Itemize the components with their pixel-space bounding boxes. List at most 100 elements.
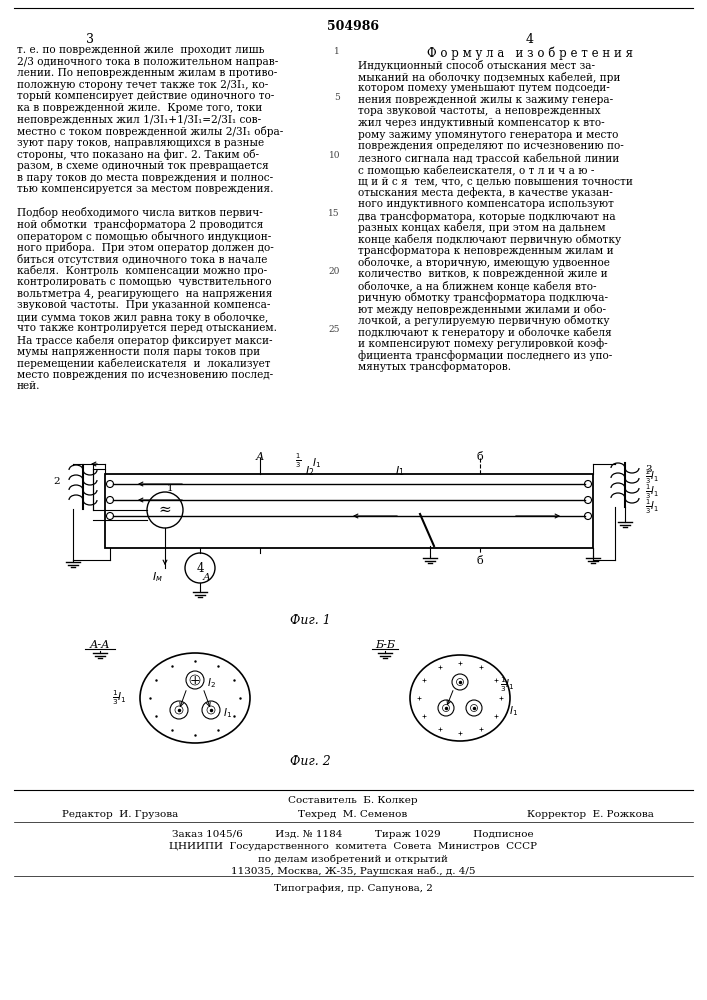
Text: ного индуктивного компенсатора используют: ного индуктивного компенсатора использую… [358,199,614,209]
Text: лезного сигнала над трассой кабельной линии: лезного сигнала над трассой кабельной ли… [358,153,619,164]
Text: $I_м$: $I_м$ [151,570,163,584]
Text: 113035, Москва, Ж-35, Раушская наб., д. 4/5: 113035, Москва, Ж-35, Раушская наб., д. … [230,866,475,876]
Text: б: б [477,452,484,462]
Text: 10: 10 [329,151,340,160]
Text: тью компенсируется за местом повреждения.: тью компенсируется за местом повреждения… [17,184,274,194]
Text: щ и й с я  тем, что, с целью повышения точности: щ и й с я тем, что, с целью повышения то… [358,176,633,186]
Text: подключают к генератору и оболочке кабеля: подключают к генератору и оболочке кабел… [358,327,612,338]
Text: +: + [189,674,200,686]
Text: отыскания места дефекта, в качестве указан-: отыскания места дефекта, в качестве указ… [358,188,613,198]
Text: Типография, пр. Сапунова, 2: Типография, пр. Сапунова, 2 [274,884,433,893]
Bar [105,474,593,548]
Text: 2: 2 [53,477,60,486]
Text: биться отсутствия одиночного тока в начале: биться отсутствия одиночного тока в нача… [17,254,267,265]
Text: 1: 1 [167,484,173,493]
Text: А-А: А-А [90,640,110,650]
Text: $\frac{1}{3}I_1$: $\frac{1}{3}I_1$ [112,689,127,707]
Text: На трассе кабеля оператор фиксирует макси-: На трассе кабеля оператор фиксирует макс… [17,335,272,346]
Text: перемещении кабелеискателя  и  локализует: перемещении кабелеискателя и локализует [17,358,271,369]
Text: неповрежденных жил 1/3I₁+1/3I₁=2/3I₁ сов-: неповрежденных жил 1/3I₁+1/3I₁=2/3I₁ сов… [17,115,261,125]
Text: Редактор  И. Грузова: Редактор И. Грузова [62,810,178,819]
Ellipse shape [140,653,250,743]
Text: 1: 1 [334,47,340,56]
Text: мыканий на оболочку подземных кабелей, при: мыканий на оболочку подземных кабелей, п… [358,72,620,83]
Text: местно с током поврежденной жилы 2/3I₁ обра-: местно с током поврежденной жилы 2/3I₁ о… [17,126,284,137]
Text: торый компенсирует действие одиночного то-: торый компенсирует действие одиночного т… [17,91,274,101]
Text: ней.: ней. [17,381,40,391]
Text: лении. По неповрежденным жилам в противо-: лении. По неповрежденным жилам в противо… [17,68,277,78]
Text: положную сторону течет также ток 2/3I₁, ко-: положную сторону течет также ток 2/3I₁, … [17,80,268,90]
Text: жил через индуктивный компенсатор к вто-: жил через индуктивный компенсатор к вто- [358,118,604,128]
Circle shape [466,700,482,716]
Text: два трансформатора, которые подключают на: два трансформатора, которые подключают н… [358,211,616,222]
Text: лочкой, а регулируемую первичную обмотку: лочкой, а регулируемую первичную обмотку [358,315,609,326]
Circle shape [186,671,204,689]
Text: $I_1$: $I_1$ [223,706,232,720]
Text: тора звуковой частоты,  а неповрежденных: тора звуковой частоты, а неповрежденных [358,106,600,116]
Text: $I_2$: $I_2$ [305,464,315,478]
Text: вольтметра 4, реагирующего  на напряжения: вольтметра 4, реагирующего на напряжения [17,289,272,299]
Text: А: А [203,573,211,582]
Text: зуют пару токов, направляющихся в разные: зуют пару токов, направляющихся в разные [17,138,264,148]
Text: рому зажиму упомянутого генератора и место: рому зажиму упомянутого генератора и мес… [358,130,619,140]
Text: 3: 3 [86,33,94,46]
Text: 4: 4 [526,33,534,46]
Text: 15: 15 [328,209,340,218]
Text: 5: 5 [334,93,340,102]
Text: количество  витков, к поврежденной жиле и: количество витков, к поврежденной жиле и [358,269,607,279]
Text: Ф о р м у л а   и з о б р е т е н и я: Ф о р м у л а и з о б р е т е н и я [427,46,633,60]
Text: 3: 3 [645,465,652,474]
Text: $\frac{1}{3}I_1$: $\frac{1}{3}I_1$ [645,483,659,501]
Text: котором помеху уменьшают путем подсоеди-: котором помеху уменьшают путем подсоеди- [358,83,609,93]
Circle shape [452,674,468,690]
Text: Фиг. 2: Фиг. 2 [290,755,330,768]
Text: трансформатора к неповрежденным жилам и: трансформатора к неповрежденным жилам и [358,246,614,256]
Text: Заказ 1045/6          Изд. № 1184          Тираж 1029          Подписное: Заказ 1045/6 Изд. № 1184 Тираж 1029 Подп… [173,830,534,839]
Text: $\frac{1}{3}I_1$: $\frac{1}{3}I_1$ [500,676,515,694]
Text: что также контролируется перед отысканием.: что также контролируется перед отыскание… [17,323,277,333]
Text: мумы напряженности поля пары токов при: мумы напряженности поля пары токов при [17,347,260,357]
Text: разом, в схеме одиночный ток превращается: разом, в схеме одиночный ток превращаетс… [17,161,269,171]
Ellipse shape [410,655,510,741]
Text: б: б [477,556,484,566]
Text: мянутых трансформаторов.: мянутых трансформаторов. [358,362,511,372]
Text: место повреждения по исчезновению послед-: место повреждения по исчезновению послед… [17,370,273,380]
Text: 2/3 одиночного тока в положительном направ-: 2/3 одиночного тока в положительном напр… [17,57,279,67]
Text: ной обмотки  трансформатора 2 проводится: ной обмотки трансформатора 2 проводится [17,219,264,230]
Text: А: А [256,452,264,462]
Text: Фиг. 1: Фиг. 1 [290,614,330,627]
Text: $\frac{2}{3}I_1$: $\frac{2}{3}I_1$ [645,468,659,486]
Text: оператором с помощью обычного индукцион-: оператором с помощью обычного индукцион- [17,231,271,242]
Text: ричную обмотку трансформатора подключа-: ричную обмотку трансформатора подключа- [358,292,608,303]
Text: с помощью кабелеискателя, о т л и ч а ю -: с помощью кабелеискателя, о т л и ч а ю … [358,164,595,175]
Text: ного прибора.  При этом оператор должен до-: ного прибора. При этом оператор должен д… [17,242,274,253]
Text: повреждения определяют по исчезновению по-: повреждения определяют по исчезновению п… [358,141,624,151]
Text: разных концах кабеля, при этом на дальнем: разных концах кабеля, при этом на дальне… [358,222,606,233]
Text: оболочке, а на ближнем конце кабеля вто-: оболочке, а на ближнем конце кабеля вто- [358,280,597,291]
Text: кабеля.  Контроль  компенсации можно про-: кабеля. Контроль компенсации можно про- [17,265,267,276]
Text: по делам изобретений и открытий: по делам изобретений и открытий [258,854,448,863]
Text: оболочке, а вторичную, имеющую удвоенное: оболочке, а вторичную, имеющую удвоенное [358,257,610,268]
Text: 504986: 504986 [327,20,379,33]
Circle shape [170,701,188,719]
Text: $\frac{1}{3}I_1$: $\frac{1}{3}I_1$ [645,498,659,516]
Text: ции сумма токов жил равна току в оболочке,: ции сумма токов жил равна току в оболочк… [17,312,268,323]
Text: $I_1$: $I_1$ [509,704,518,718]
Circle shape [202,701,220,719]
Text: ≈: ≈ [158,503,171,517]
Text: Подбор необходимого числа витков первич-: Подбор необходимого числа витков первич- [17,207,263,218]
Text: стороны, что показано на фиг. 2. Таким об-: стороны, что показано на фиг. 2. Таким о… [17,149,259,160]
Text: нения поврежденной жилы к зажиму генера-: нения поврежденной жилы к зажиму генера- [358,95,613,105]
Text: контролировать с помощью  чувствительного: контролировать с помощью чувствительного [17,277,271,287]
Text: фициента трансформации последнего из упо-: фициента трансформации последнего из упо… [358,350,612,361]
Text: Корректор  Е. Рожкова: Корректор Е. Рожкова [527,810,653,819]
Text: Индукционный способ отыскания мест за-: Индукционный способ отыскания мест за- [358,60,595,71]
Text: $I_2$: $I_2$ [207,676,216,690]
Circle shape [438,700,454,716]
Text: Составитель  Б. Колкер: Составитель Б. Колкер [288,796,418,805]
Text: 25: 25 [329,325,340,334]
Text: ЦНИИПИ  Государственного  комитета  Совета  Министров  СССР: ЦНИИПИ Государственного комитета Совета … [169,842,537,851]
Text: 4: 4 [197,562,204,574]
Text: Техред  М. Семенов: Техред М. Семенов [298,810,408,819]
Text: $I_1$: $I_1$ [312,456,321,470]
